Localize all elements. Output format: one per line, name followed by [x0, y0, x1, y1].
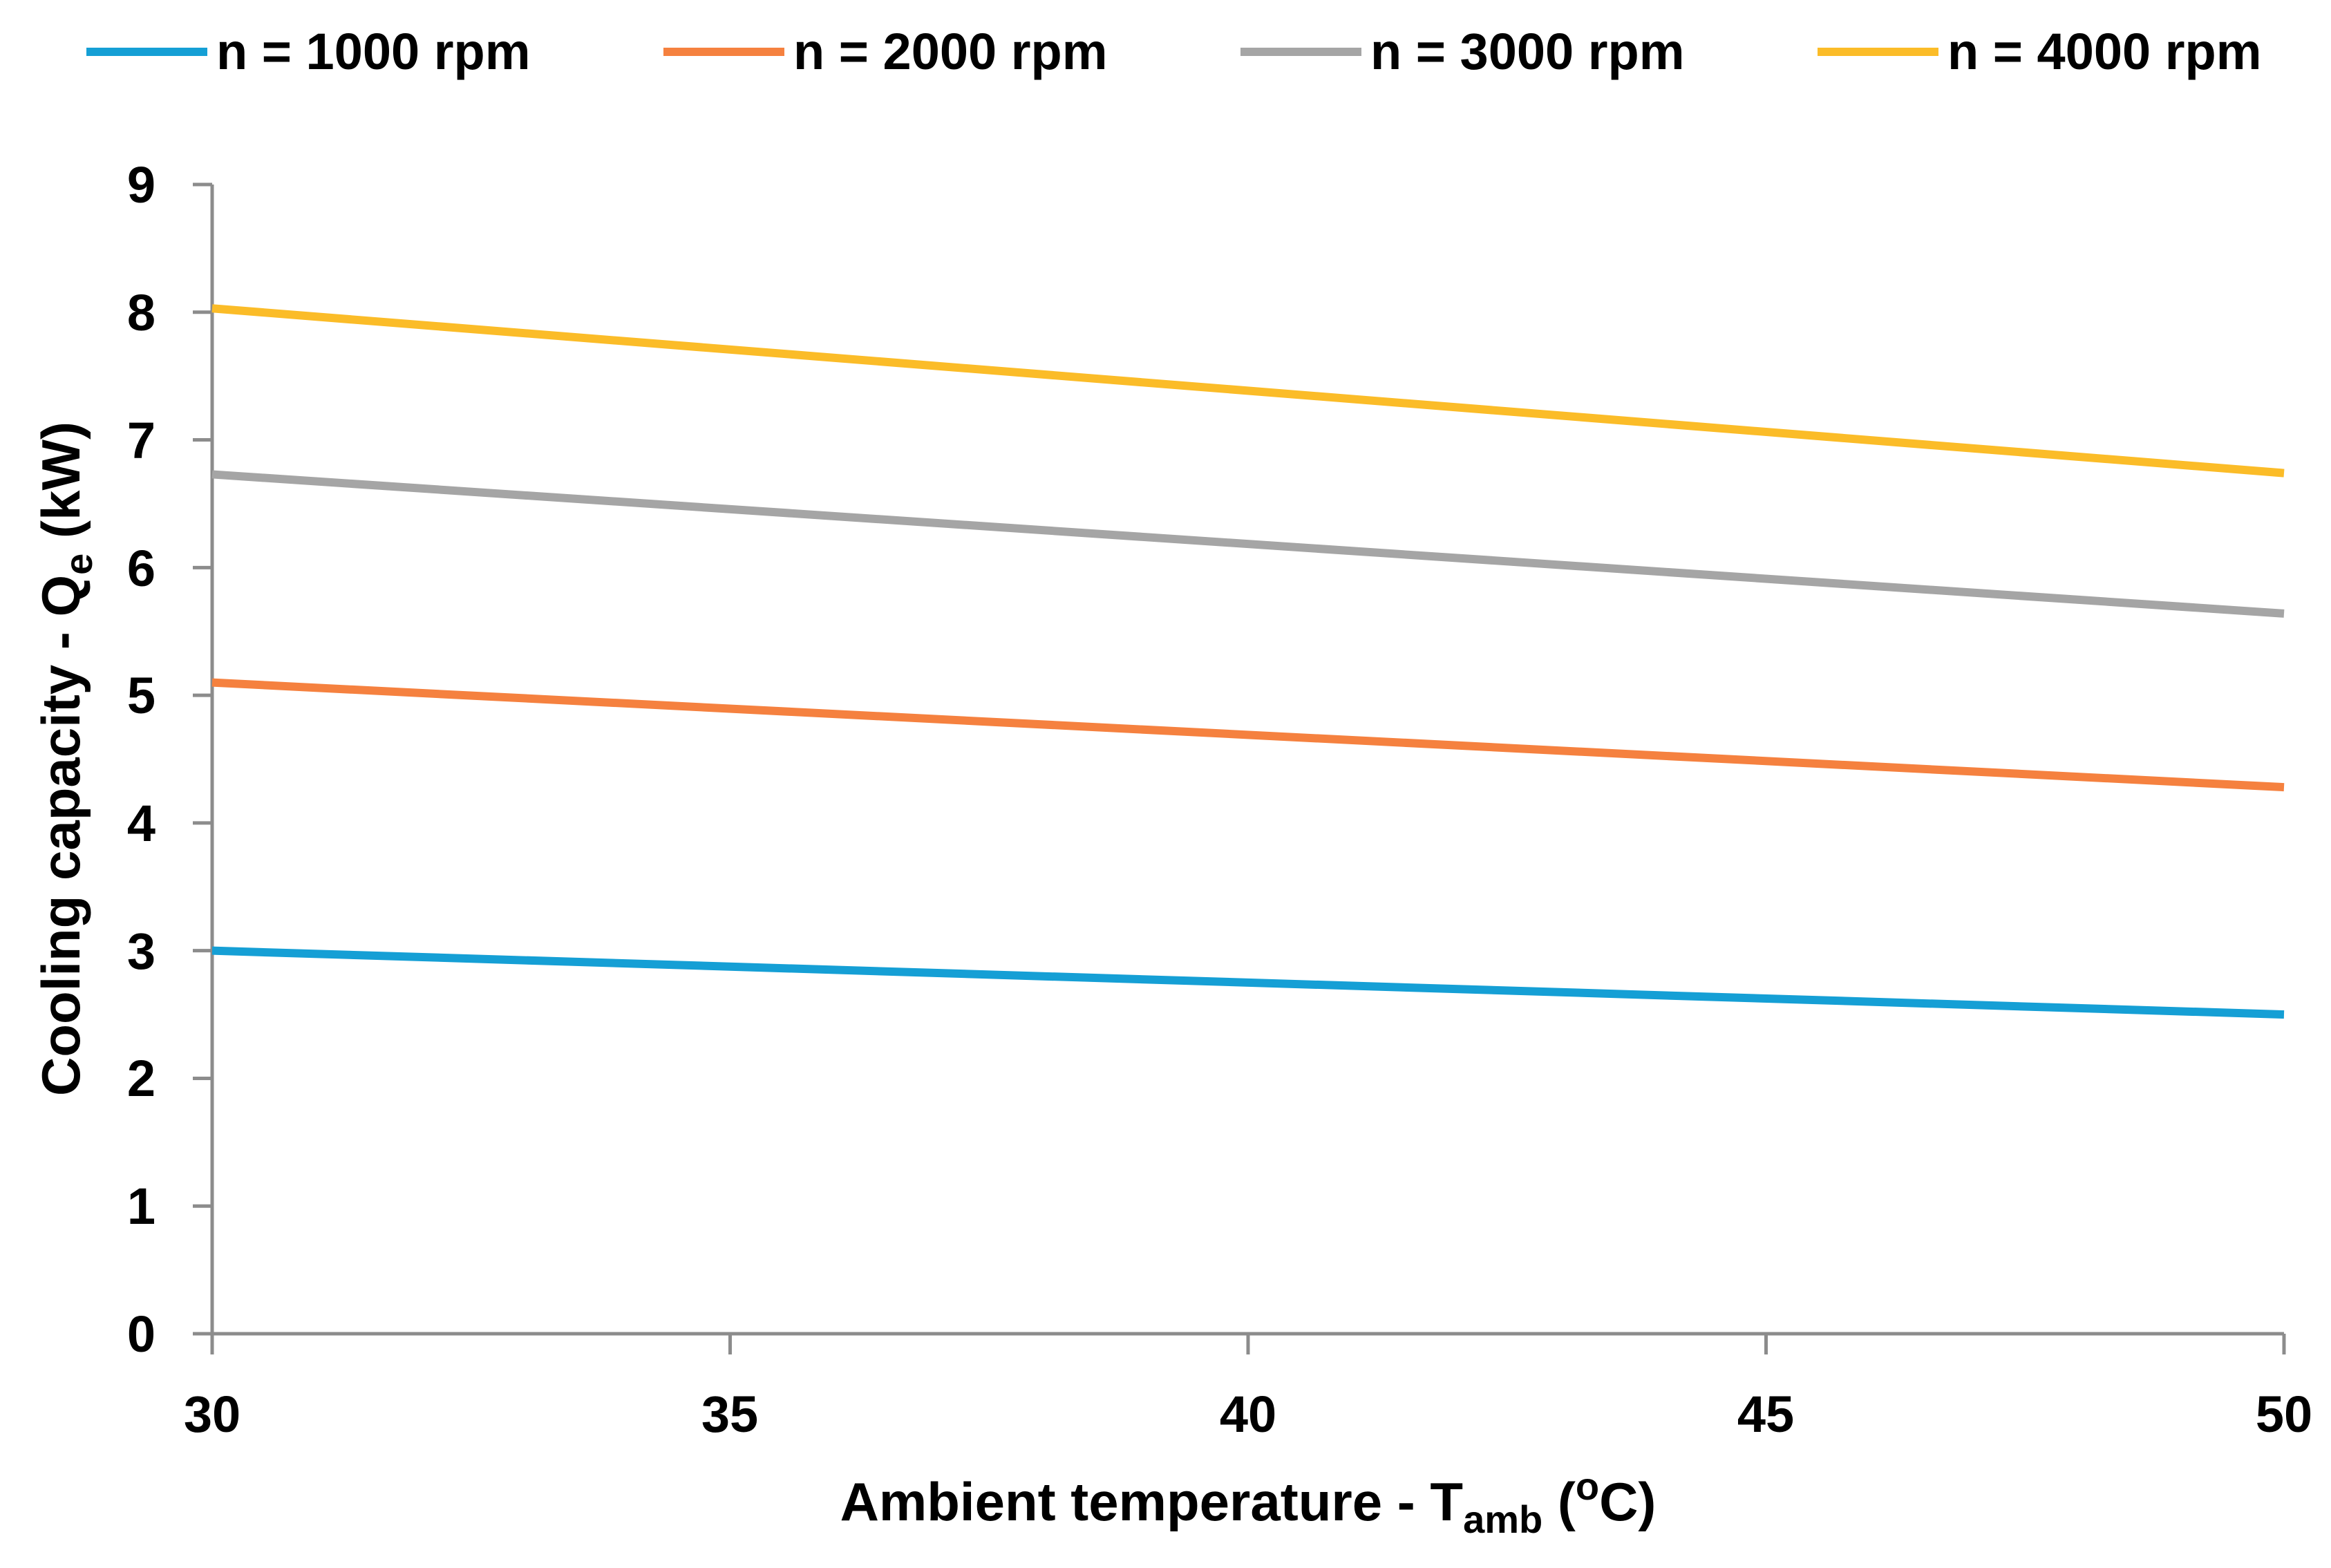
plot-area: [211, 304, 2285, 1019]
series-line-1000: [211, 946, 2285, 1019]
legend-label-3000: n = 3000 rpm: [1370, 23, 1685, 80]
series-line-4000: [211, 304, 2285, 478]
y-tick-label-9: 9: [127, 156, 155, 214]
series-line-3000: [211, 470, 2285, 618]
legend-item-1000: n = 1000 rpm: [86, 23, 531, 80]
y-tick-label-7: 7: [127, 412, 155, 469]
x-axis-title: Ambient temperature - Tamb (oC): [840, 1464, 1657, 1541]
x-tick-marks: [210, 1334, 2286, 1354]
x-tick-label-30: 30: [184, 1386, 240, 1443]
x-tick-label-40: 40: [1220, 1386, 1276, 1443]
legend-item-3000: n = 3000 rpm: [1240, 23, 1685, 80]
legend: n = 1000 rpm n = 2000 rpm n = 3000 rpm n…: [86, 23, 2262, 80]
legend-label-2000: n = 2000 rpm: [793, 23, 1108, 80]
y-tick-marks: [193, 182, 212, 1336]
y-tick-label-6: 6: [127, 540, 155, 597]
legend-label-4000: n = 4000 rpm: [1947, 23, 2262, 80]
y-tick-labels: 0 1 2 3 4 5 6 7 8 9: [127, 156, 155, 1363]
y-tick-label-3: 3: [127, 923, 155, 980]
x-tick-label-35: 35: [701, 1386, 758, 1443]
x-tick-labels: 30 35 40 45 50: [184, 1386, 2312, 1443]
y-tick-label-8: 8: [127, 284, 155, 341]
x-tick-label-45: 45: [1737, 1386, 1794, 1443]
y-tick-label-4: 4: [127, 795, 155, 852]
x-tick-label-50: 50: [2256, 1386, 2312, 1443]
y-tick-label-5: 5: [127, 667, 155, 724]
y-axis-title: Cooling capacity - Qe (kW): [30, 422, 100, 1096]
y-tick-label-1: 1: [127, 1178, 155, 1235]
legend-item-4000: n = 4000 rpm: [1818, 23, 2262, 80]
series-line-2000: [211, 678, 2285, 792]
legend-item-2000: n = 2000 rpm: [663, 23, 1108, 80]
legend-label-1000: n = 1000 rpm: [216, 23, 531, 80]
y-tick-label-2: 2: [127, 1050, 155, 1107]
y-tick-label-0: 0: [127, 1305, 155, 1363]
